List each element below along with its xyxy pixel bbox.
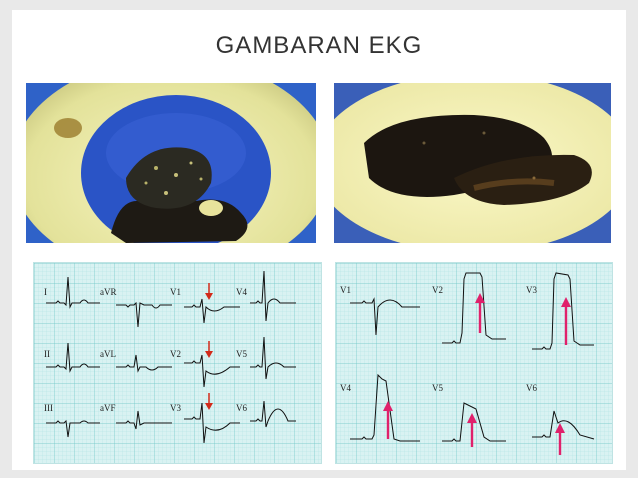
lead-label-v4: V4 bbox=[236, 287, 247, 297]
trace-R-V6 bbox=[532, 410, 595, 440]
trace-R-V2 bbox=[442, 272, 506, 344]
trace-V2 bbox=[184, 354, 240, 388]
lead-label-v5: V5 bbox=[432, 383, 443, 393]
trace-I bbox=[46, 276, 100, 309]
trace-aVF bbox=[116, 410, 172, 430]
lead-label-avl: aVL bbox=[100, 349, 116, 359]
lead-label-v1: V1 bbox=[170, 287, 181, 297]
lead-label-v6: V6 bbox=[236, 403, 247, 413]
trace-V5 bbox=[250, 336, 296, 380]
lead-label-v5: V5 bbox=[236, 349, 247, 359]
trace-R-V3 bbox=[532, 272, 594, 350]
lead-label-v2: V2 bbox=[432, 285, 443, 295]
trace-R-V4 bbox=[350, 373, 420, 442]
lead-label-v3: V3 bbox=[170, 403, 181, 413]
photo-artery-right bbox=[334, 83, 611, 243]
photo-artery-left bbox=[26, 83, 316, 243]
lead-label-v2: V2 bbox=[170, 349, 181, 359]
lead-label-v6: V6 bbox=[526, 383, 537, 393]
lead-label-v1: V1 bbox=[340, 285, 351, 295]
trace-III bbox=[46, 419, 100, 438]
trace-V1 bbox=[184, 298, 240, 324]
trace-V4 bbox=[250, 270, 296, 322]
arrow-group-right bbox=[383, 293, 571, 455]
lead-label-iii: III bbox=[44, 403, 53, 413]
lead-label-v4: V4 bbox=[340, 383, 351, 393]
arrow-group-left bbox=[205, 283, 213, 410]
trace-aVL bbox=[116, 354, 172, 373]
trace-R-V5 bbox=[442, 402, 506, 442]
ecg-precordial-panel: V1 V2 V3 V4 V5 V6 bbox=[335, 262, 613, 464]
lead-label-i: I bbox=[44, 287, 47, 297]
trace-V6 bbox=[250, 400, 296, 428]
trace-aVR bbox=[116, 301, 172, 328]
slide-title: GAMBARAN EKG bbox=[215, 32, 423, 59]
lead-label-avr: aVR bbox=[100, 287, 117, 297]
lead-label-avf: aVF bbox=[100, 403, 116, 413]
trace-R-V1 bbox=[350, 297, 420, 336]
lead-label-ii: II bbox=[44, 349, 50, 359]
trace-II bbox=[46, 342, 100, 373]
lead-label-v3: V3 bbox=[526, 285, 537, 295]
trace-V3 bbox=[184, 402, 240, 444]
